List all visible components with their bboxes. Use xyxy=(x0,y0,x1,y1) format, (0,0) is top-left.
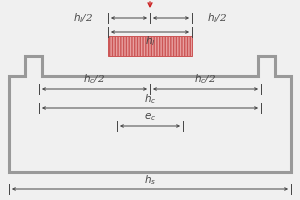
Text: $e_c$: $e_c$ xyxy=(144,111,156,123)
Text: $h_s$: $h_s$ xyxy=(144,173,156,187)
Text: $h_c$/2: $h_c$/2 xyxy=(83,72,106,86)
Text: $h_c$/2: $h_c$/2 xyxy=(194,72,217,86)
Text: $h_l$: $h_l$ xyxy=(145,34,155,48)
Bar xyxy=(108,36,192,56)
Text: $h_l$/2: $h_l$/2 xyxy=(207,11,227,25)
Text: $h_l$/2: $h_l$/2 xyxy=(73,11,93,25)
Text: $h_c$: $h_c$ xyxy=(144,92,156,106)
